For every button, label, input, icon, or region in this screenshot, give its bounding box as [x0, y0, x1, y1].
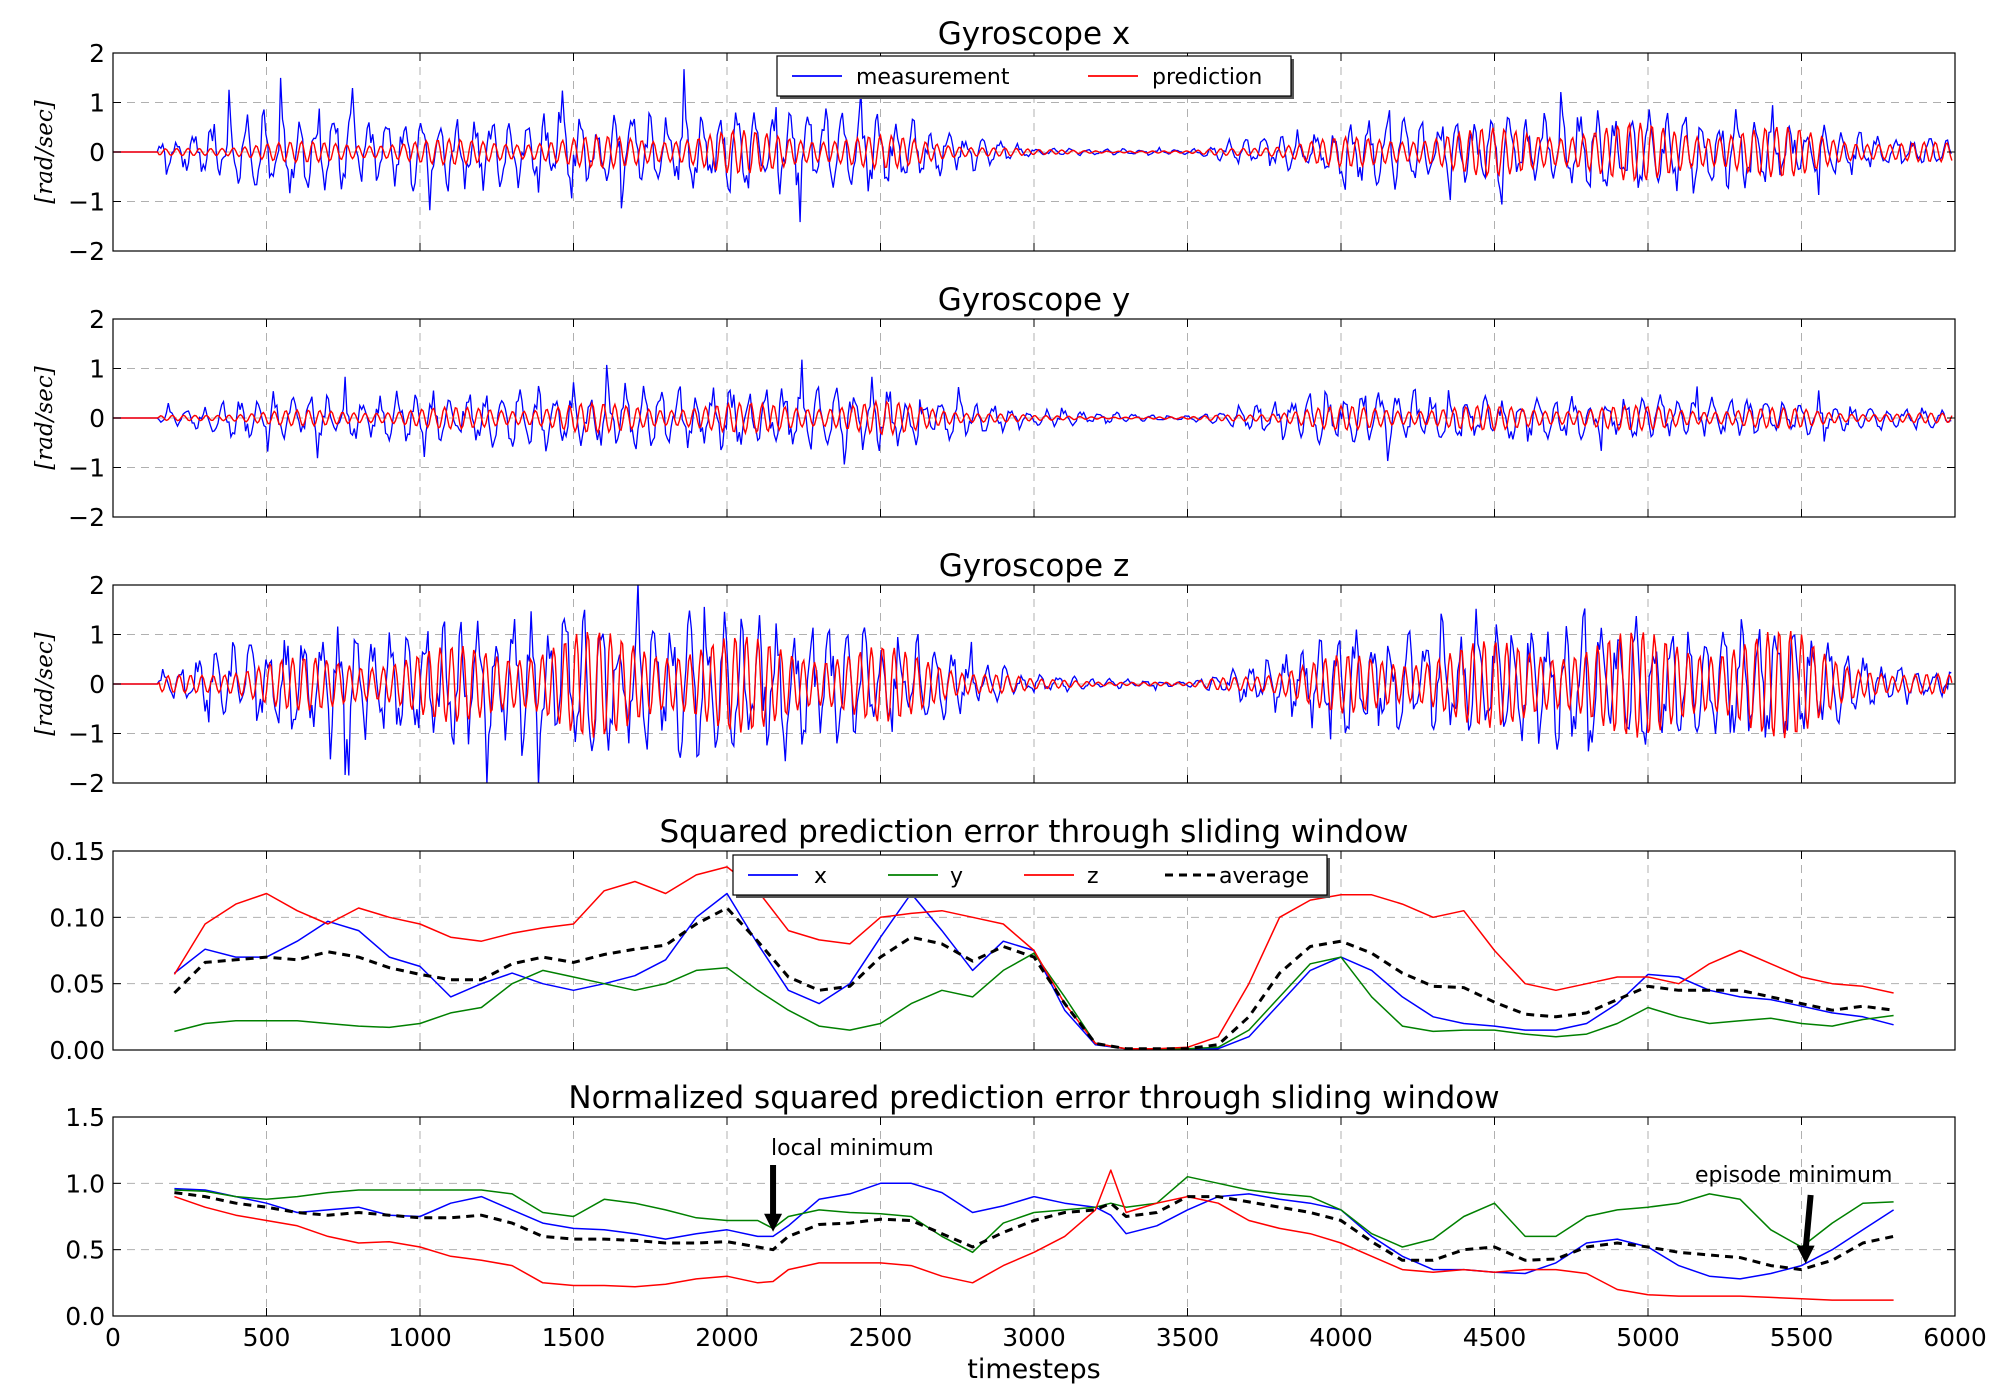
ticks: −2 −1 0 1 2: [68, 39, 1956, 266]
series-line-x: [174, 1182, 1895, 1280]
panel-2: −2 −1 0 1 2 Gyroscope y [rad/sec]: [32, 282, 1956, 532]
x-tick-label: 1500: [542, 1323, 606, 1352]
y-tick-label: 1.5: [65, 1103, 105, 1132]
plot-area: [113, 585, 1953, 783]
y-tick-label: −2: [68, 237, 105, 266]
y-tick-label: −2: [68, 769, 105, 798]
panel-title: Normalized squared prediction error thro…: [568, 1080, 1499, 1116]
annotation-arrow-head: [1796, 1245, 1815, 1264]
panel-3: −2 −1 0 1 2 Gyroscope z [rad/sec]: [32, 548, 1956, 798]
series-line-measurement: [113, 359, 1952, 465]
y-axis-label: [rad/sec]: [32, 100, 58, 203]
plot-area: [113, 69, 1953, 223]
panel-title: Squared prediction error through sliding…: [659, 814, 1408, 850]
panel-title: Gyroscope x: [938, 16, 1131, 52]
series-line-z: [174, 1169, 1894, 1301]
y-tick-label: 1: [89, 89, 105, 118]
y-tick-label: 0: [89, 670, 105, 699]
legend-label: average: [1219, 864, 1309, 889]
x-tick-label: 2500: [849, 1323, 913, 1352]
x-tick-label: 0: [105, 1323, 121, 1352]
series-line-prediction: [113, 399, 1953, 437]
x-tick-label: 3500: [1156, 1323, 1220, 1352]
series-line-measurement: [113, 69, 1952, 223]
grid: [113, 585, 1955, 783]
ticks: 0.0 0.5 1.0 1.5: [65, 1103, 1956, 1331]
series-line-prediction: [113, 121, 1953, 183]
y-tick-label: 1: [89, 355, 105, 384]
y-tick-label: 0.5: [65, 1236, 105, 1265]
annotation-arrow-head: [764, 1213, 783, 1232]
y-tick-label: 0: [89, 138, 105, 167]
x-tick-label: 1000: [388, 1323, 452, 1352]
legend-label: y: [950, 864, 963, 889]
y-axis-label: [rad/sec]: [32, 632, 58, 735]
y-tick-label: −1: [68, 188, 105, 217]
x-tick-label: 5500: [1770, 1323, 1834, 1352]
plot-area: [173, 866, 1894, 1050]
legend: x y z average: [732, 854, 1330, 898]
ticks: −2 −1 0 1 2: [68, 305, 1956, 532]
legend-label: x: [814, 864, 827, 889]
series-line-y: [174, 952, 1894, 1050]
series-line-y: [174, 1175, 1894, 1254]
series-line-average: [174, 1191, 1894, 1272]
y-tick-label: 0.0: [65, 1302, 105, 1331]
legend-label: prediction: [1152, 65, 1262, 90]
legend-label: measurement: [856, 65, 1010, 90]
x-tick-label: 5000: [1616, 1323, 1680, 1352]
plot-area: [174, 1169, 1895, 1301]
y-tick-label: 2: [89, 305, 105, 334]
series-line-measurement: [113, 585, 1952, 783]
panel-4: 0.00 0.05 0.10 0.15 Squared prediction error…: [49, 814, 1956, 1065]
y-tick-label: −1: [68, 454, 105, 483]
plot-area: [113, 359, 1953, 465]
x-tick-label: 4500: [1463, 1323, 1527, 1352]
x-tick-labels: 0 500 1000 1500 2000 2500 3000 3500 4000 4500 5000…: [105, 1323, 1987, 1352]
y-tick-label: 1: [89, 621, 105, 650]
legend-box: [776, 55, 1292, 97]
y-tick-label: 0.15: [49, 837, 105, 866]
legend-label: z: [1087, 864, 1099, 889]
y-tick-label: −2: [68, 503, 105, 532]
y-tick-label: −1: [68, 720, 105, 749]
annotation-label: episode minimum: [1695, 1163, 1892, 1188]
panel-title: Gyroscope z: [939, 548, 1129, 584]
annotation-arrow-shaft: [1802, 1194, 1814, 1250]
y-tick-label: 2: [89, 39, 105, 68]
panel-1: −2 −1 0 1 2 Gyroscope x [rad/sec] measurement pr…: [32, 16, 1956, 266]
y-axis-label: [rad/sec]: [32, 366, 58, 469]
annotations: local minimum episode minimum: [764, 1136, 1892, 1264]
x-axis-label: timesteps: [967, 1354, 1100, 1385]
ticks: 0.00 0.05 0.10 0.15: [49, 837, 1956, 1065]
x-tick-label: 3000: [1002, 1323, 1066, 1352]
annotation-label: local minimum: [771, 1136, 934, 1161]
x-tick-label: 6000: [1923, 1323, 1987, 1352]
y-tick-label: 0: [89, 404, 105, 433]
y-tick-label: 2: [89, 571, 105, 600]
panel-title: Gyroscope y: [938, 282, 1131, 318]
panel-5: 0.0 0.5 1.0 1.5 Normalized squared predictio…: [65, 1080, 1987, 1385]
ticks: −2 −1 0 1 2: [68, 571, 1956, 798]
legend: measurement prediction: [776, 55, 1294, 99]
y-tick-label: 0.10: [49, 903, 105, 932]
series-line-z: [173, 866, 1894, 1050]
y-tick-label: 0.05: [49, 970, 105, 999]
x-tick-label: 500: [243, 1323, 291, 1352]
series-line-prediction: [113, 630, 1953, 739]
x-tick-label: 4000: [1309, 1323, 1373, 1352]
x-tick-label: 2000: [695, 1323, 759, 1352]
series-line-average: [173, 906, 1894, 1050]
y-tick-label: 0.00: [49, 1036, 105, 1065]
y-tick-label: 1.0: [65, 1169, 105, 1198]
